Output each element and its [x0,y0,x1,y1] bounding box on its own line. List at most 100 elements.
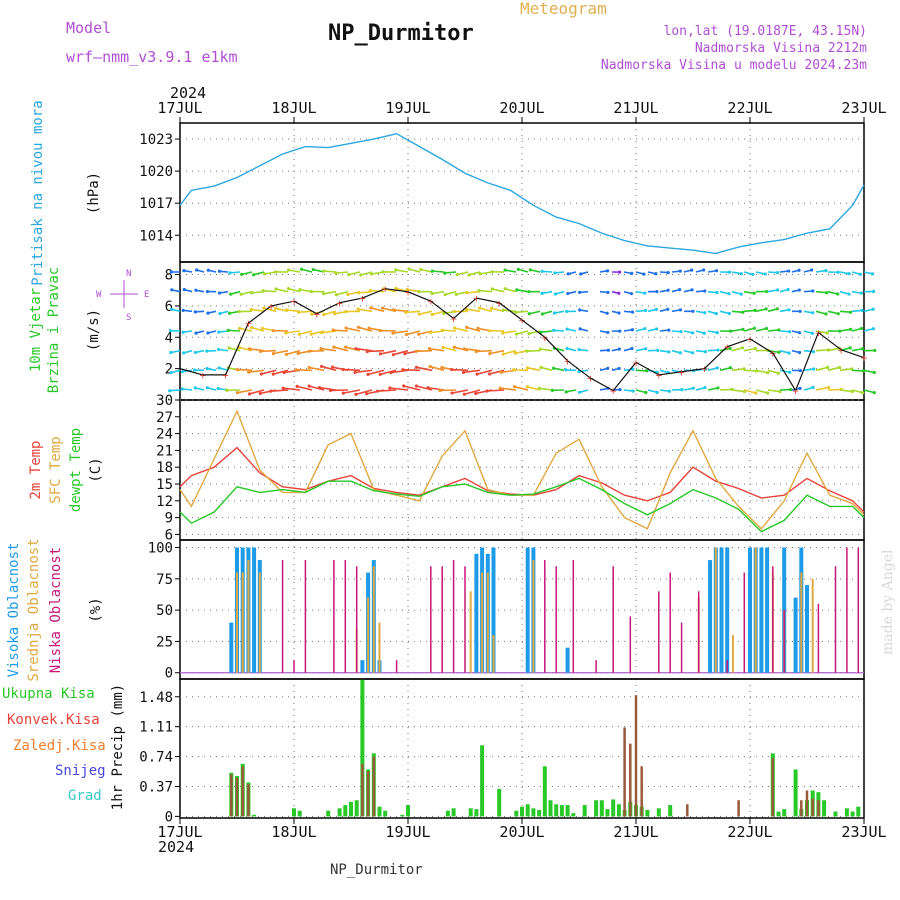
wind-arrow-head [716,348,720,352]
wind-arrow-head [217,269,222,273]
wind-arrow-head [566,272,570,276]
wind-arrow-head [181,308,185,312]
wind-arrow-head [239,292,243,296]
low-cloud-bar [441,566,443,673]
compass-w: W [96,290,102,300]
wind-arrow [743,327,755,332]
wind-arrow-head [182,269,186,273]
wind-arrow [515,310,529,314]
wind-speed-segment [498,302,523,321]
wind-arrow [323,290,337,295]
wind-arrow-head [798,386,802,391]
wind-arrow-head [631,367,635,371]
wind-arrow-head [455,272,459,277]
wind-arrow [321,365,337,372]
total_precip-bar [537,809,542,817]
wind-arrow [851,309,863,313]
wind-arrow-head [320,364,324,369]
wind-arrow-head [485,389,489,393]
wind-arrow [839,389,853,393]
wind-arrow-head [310,312,314,316]
mid-cloud-bar [367,597,370,673]
wind-arrow-head [182,351,186,355]
wind-arrow-head [322,269,326,273]
wind-arrow-head [764,326,769,331]
wind-arrow [466,326,481,332]
wind-arrow-head [617,347,621,351]
wind-arrow-head [294,368,298,372]
total_precip-bar [599,800,604,817]
dewpt-line [179,477,865,533]
total_precip-bar [611,799,616,817]
wind-arrow-head [474,349,478,354]
wind-arrow-head [788,370,792,374]
wind-arrow-head [525,366,530,370]
wind-arrow-head [332,345,336,349]
wind-arrow [767,289,778,293]
y-tick-label: 21 [156,443,173,459]
wind-arrow [416,349,433,353]
wind-arrow-head [465,291,469,295]
wind-arrow-head [824,312,828,316]
wind-arrow [815,366,828,372]
wind-arrow-head [427,347,432,351]
conv_precip-bar [737,800,740,817]
x-tick-label-bottom: 21JUL [613,823,658,841]
conv_precip-bar [634,695,638,817]
total_precip-bar [474,809,479,817]
wind-speed-segment [590,377,614,392]
wind-arrow [454,327,469,332]
mid-cloud-bar [486,572,489,673]
wind-arrow-head [271,372,275,376]
sfc-line [179,409,865,530]
wind-arrow-head [498,386,502,390]
wind-arrow [416,366,433,372]
high-cloud-bar [491,547,496,673]
wind-arrow-head [249,307,253,312]
wind-arrow-head [514,332,519,336]
y-tick-label: 0.37 [139,779,173,795]
low-cloud-bar [726,660,728,673]
wind-arrow [815,330,828,334]
wind-arrow-head [228,271,232,275]
low-cloud-bar [304,560,307,673]
wind-arrow [288,269,301,273]
wind-arrow-head [654,272,658,276]
precip-legend-item: Grad [68,788,102,804]
wind-arrow-head [825,291,829,295]
wind-arrow-head [286,268,291,272]
wind-arrow [343,368,361,372]
wind-arrow-head [754,391,758,395]
wind-arrow-head [618,387,622,392]
wind-arrow-head [381,306,385,310]
wind-arrow [420,268,433,273]
wind-arrow-head [193,350,198,355]
wind-arrow [542,270,553,273]
wind-arrow [270,389,289,392]
wind-arrow-head [513,351,517,355]
high-cloud-axis-label: Visoka Oblacnost [6,543,22,678]
precip-legend-item: Snijeg [55,763,106,779]
wind-arrow-head [729,329,733,333]
wind-arrow [296,369,313,372]
wind-arrow-head [630,328,635,332]
wind-arrow-head [578,390,582,394]
wind-arrow-head [643,291,647,295]
wind-arrow-head [405,287,409,292]
y-tick-label: 1014 [139,228,173,244]
total_precip-bar [594,800,599,817]
wind-arrow-head [741,327,745,331]
wind-arrow-head [258,349,263,353]
wind-arrow-head [848,346,852,350]
wind-arrow-head [205,386,210,390]
wind-arrow-head [753,308,757,312]
precip-axis-label: 1hr Precip (mm) [110,684,126,810]
wind-arrow [431,290,445,295]
wind-arrow-head [811,385,815,390]
wind-arrow-head [284,331,288,335]
wind-arrow-head [618,329,622,333]
total_precip-bar [531,808,536,817]
wind-arrow [489,349,505,355]
wind-arrow-head [281,386,285,390]
wind-arrow-head [860,308,864,313]
